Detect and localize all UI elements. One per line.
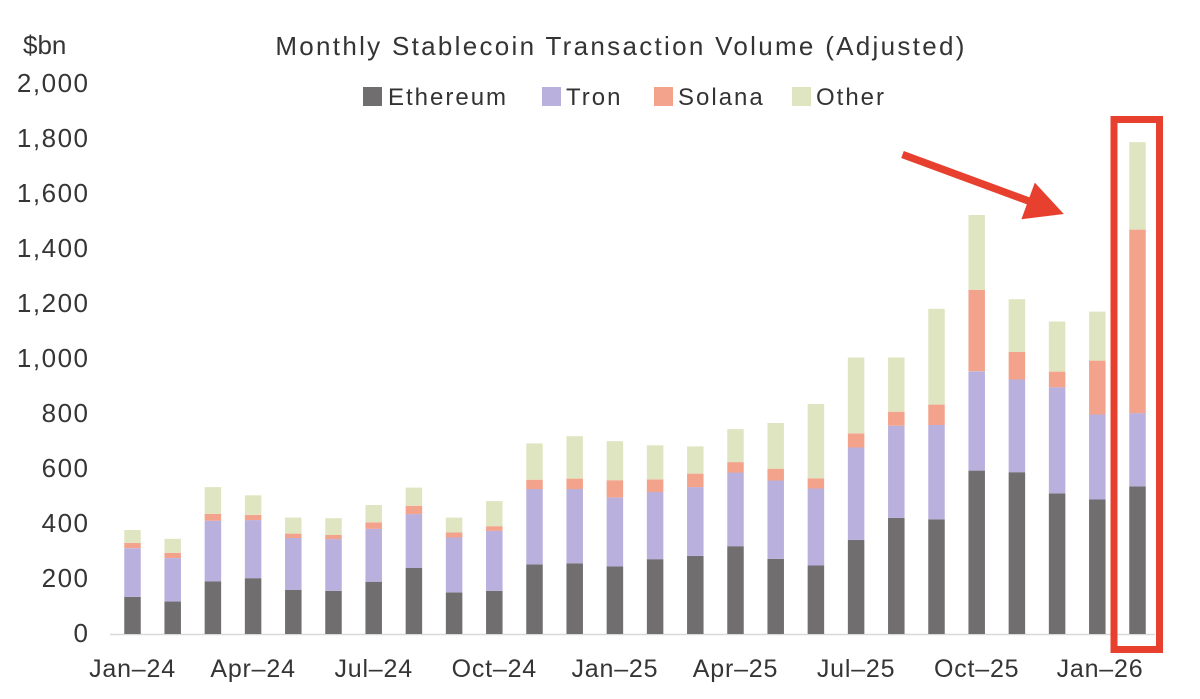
svg-text:Apr–24: Apr–24 [210, 655, 295, 683]
svg-text:1,600: 1,600 [17, 178, 90, 208]
svg-text:200: 200 [42, 563, 90, 593]
svg-text:Other: Other [816, 84, 886, 111]
svg-text:Jan–26: Jan–26 [1057, 655, 1144, 683]
svg-text:Ethereum: Ethereum [388, 84, 508, 111]
svg-text:Jul–24: Jul–24 [334, 655, 412, 683]
svg-text:1,800: 1,800 [17, 123, 90, 153]
svg-text:Solana: Solana [678, 84, 765, 111]
svg-text:Monthly Stablecoin Transaction: Monthly Stablecoin Transaction Volume (A… [275, 31, 966, 61]
svg-text:800: 800 [42, 398, 90, 428]
svg-text:1,400: 1,400 [17, 233, 90, 263]
svg-text:Tron: Tron [566, 84, 622, 111]
svg-text:Jan–25: Jan–25 [571, 655, 658, 683]
svg-text:1,000: 1,000 [17, 343, 90, 373]
svg-text:Jan–24: Jan–24 [89, 655, 176, 683]
svg-text:2,000: 2,000 [17, 68, 90, 98]
svg-text:$bn: $bn [23, 30, 66, 60]
svg-text:1,200: 1,200 [17, 288, 90, 318]
svg-text:400: 400 [42, 508, 90, 538]
svg-text:Jul–25: Jul–25 [817, 655, 895, 683]
svg-text:600: 600 [42, 453, 90, 483]
svg-text:Apr–25: Apr–25 [693, 655, 778, 683]
svg-text:0: 0 [74, 618, 90, 648]
svg-text:Oct–24: Oct–24 [452, 655, 537, 683]
svg-text:Oct–25: Oct–25 [934, 655, 1019, 683]
